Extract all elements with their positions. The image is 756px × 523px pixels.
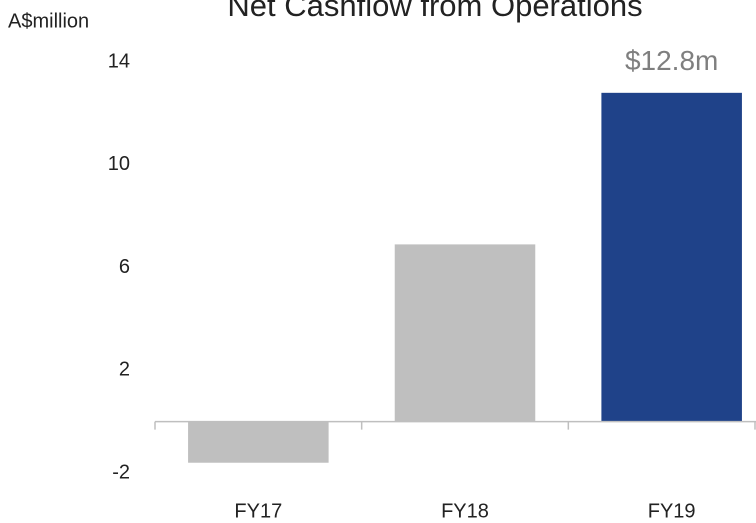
x-tick-label: FY18 <box>441 500 489 522</box>
y-tick-label: 14 <box>108 50 130 72</box>
y-tick-label: 10 <box>108 153 130 175</box>
y-tick-label: 6 <box>119 256 130 278</box>
x-tick-label: FY19 <box>648 500 696 522</box>
x-tick-label: FY17 <box>234 500 282 522</box>
chart-title: Net Cashflow from Operations <box>227 0 642 23</box>
value-label: $12.8m <box>625 45 718 76</box>
y-tick-label: -2 <box>112 461 130 483</box>
bar <box>394 244 536 422</box>
y-tick-label: 2 <box>119 359 130 381</box>
bar <box>601 92 742 422</box>
y-axis-label: A$million <box>8 10 89 32</box>
bar <box>188 421 329 463</box>
